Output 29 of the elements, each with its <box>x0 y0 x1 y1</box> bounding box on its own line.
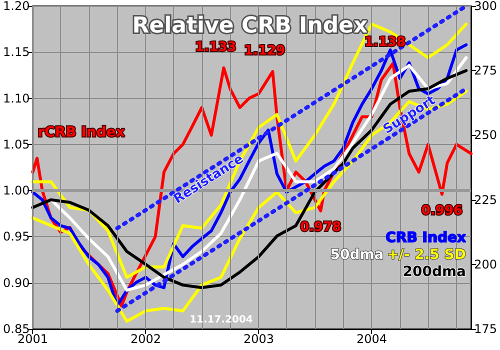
y-tick-label: 1.10 <box>3 91 30 106</box>
x-tick-label: 2001 <box>17 332 48 346</box>
y2-tick-label: 225 <box>474 192 497 207</box>
y-tick-label: 1.20 <box>3 0 30 13</box>
y-tick-label: 0.90 <box>3 276 30 290</box>
y-tick-label: 1.15 <box>3 45 30 60</box>
y-tick-label: 0.95 <box>3 230 30 244</box>
text: 200dma <box>402 264 466 280</box>
x-tick-label: 2002 <box>130 332 161 346</box>
y-tick-label: 1.05 <box>3 137 30 152</box>
annotation: 1.138 <box>364 35 406 50</box>
y2-tick-label: 275 <box>474 64 497 78</box>
annotation: 11.17.2004 <box>190 314 253 326</box>
text: 50dma <box>330 247 384 263</box>
x-tick-label: 2004 <box>356 332 387 346</box>
x-tick-label: 2003 <box>243 332 274 346</box>
y2-tick-label: 175 <box>474 322 497 336</box>
line-series <box>31 90 468 323</box>
text: +/- 2.5 SD <box>387 247 466 263</box>
annotation: 0.996 <box>421 203 463 218</box>
text: CRB Index <box>386 230 466 246</box>
y-tick-label: 1.00 <box>3 184 30 198</box>
y2-tick-label: 200 <box>474 257 497 272</box>
annotation: 1.133 <box>195 40 236 55</box>
annotation: 0.978 <box>300 220 342 235</box>
annotation: 1.129 <box>244 44 286 59</box>
y2-tick-label: 250 <box>474 128 497 142</box>
y2-tick-label: 300 <box>474 0 497 13</box>
series-label: rCRB Index <box>38 124 125 141</box>
